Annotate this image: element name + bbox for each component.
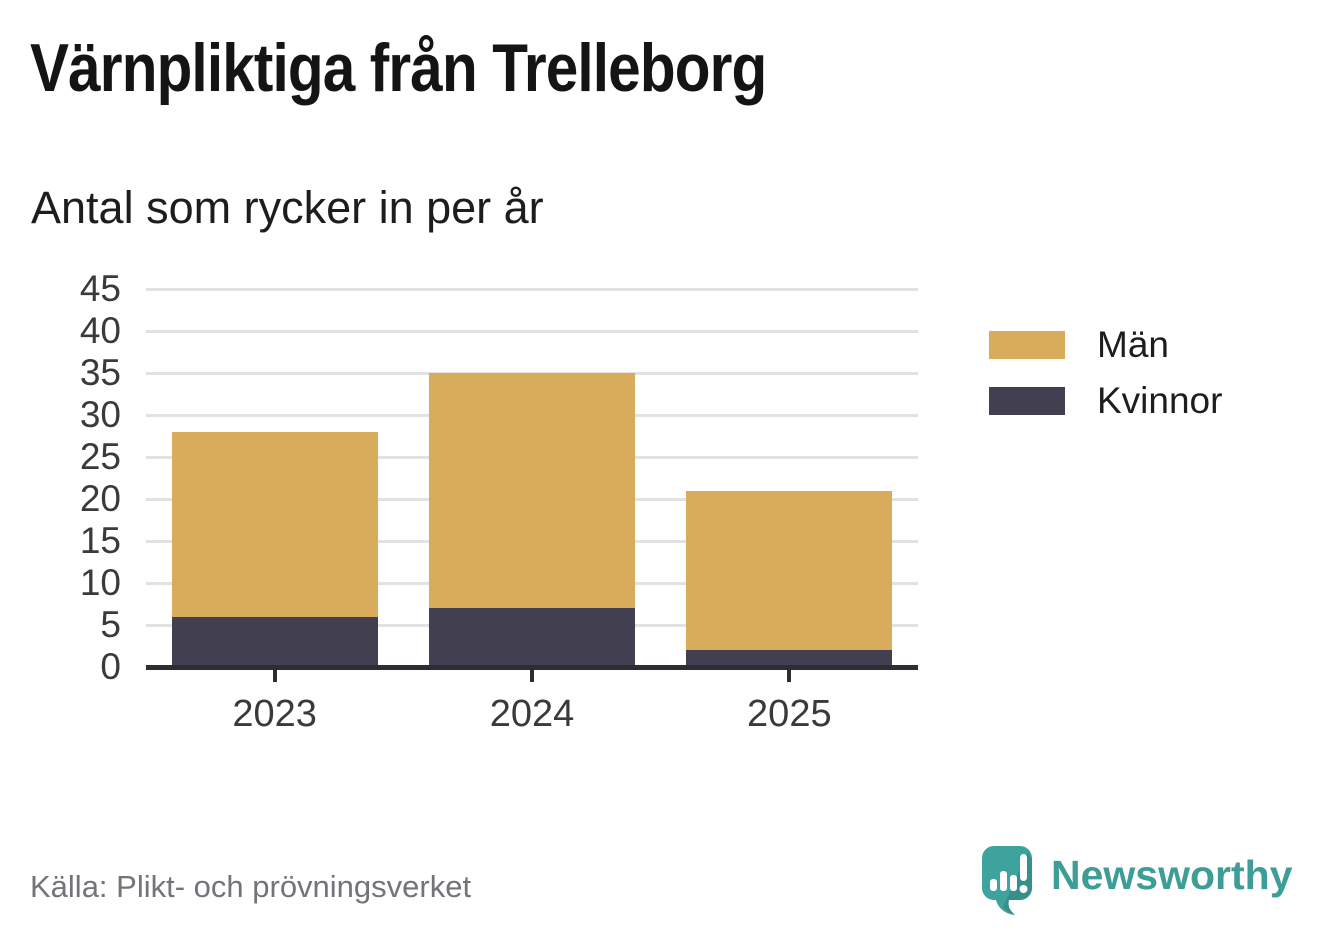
- y-axis-tick-label: 40: [79, 310, 121, 351]
- page-title: Värnpliktiga från Trelleborg: [30, 30, 767, 106]
- chart-subtitle: Antal som rycker in per år: [31, 182, 544, 233]
- x-axis-line: [146, 664, 918, 670]
- brand-name: Newsworthy: [1051, 852, 1293, 898]
- y-axis-tick-label: 25: [79, 436, 121, 477]
- legend-label-women: Kvinnor: [1097, 380, 1223, 421]
- y-axis-tick-label: 20: [79, 478, 121, 519]
- x-axis-tick-label: 2023: [232, 693, 317, 735]
- bar-segment-2025-kvinnor: [686, 650, 893, 667]
- gridline: [146, 287, 918, 291]
- legend-item-men: Män: [989, 324, 1222, 365]
- y-axis-tick-label: 45: [79, 268, 121, 309]
- brand-logo: Newsworthy: [982, 846, 1293, 918]
- bar-segment-2023-män: [171, 431, 378, 617]
- y-axis-tick-label: 0: [100, 646, 121, 687]
- x-axis-tick-mark: [272, 669, 277, 682]
- bar-segment-2023-kvinnor: [171, 616, 378, 667]
- x-axis-tick-label: 2025: [747, 693, 832, 735]
- x-axis-tick-mark: [530, 669, 534, 682]
- x-axis-tick-label: 2024: [489, 693, 575, 735]
- newsworthy-speech-bubble-chart-icon: [982, 846, 1032, 915]
- source-note: Källa: Plikt- och prövningsverket: [30, 869, 472, 904]
- y-axis-tick-label: 35: [79, 352, 121, 393]
- legend-swatch-women: [989, 387, 1065, 415]
- legend-label-men: Män: [1097, 324, 1169, 365]
- y-axis-tick-label: 10: [79, 562, 121, 603]
- y-axis-tick-label: 30: [79, 394, 121, 435]
- y-axis-tick-label: 15: [79, 520, 121, 561]
- bar-segment-2024-män: [429, 373, 635, 609]
- y-axis-tick-label: 5: [100, 604, 121, 645]
- bar-segment-2025-män: [686, 490, 893, 651]
- gridline: [146, 329, 918, 333]
- legend: Män Kvinnor: [989, 324, 1223, 421]
- x-axis-tick-mark: [787, 669, 792, 682]
- legend-swatch-men: [989, 331, 1065, 359]
- bar-segment-2024-kvinnor: [429, 608, 635, 667]
- legend-item-women: Kvinnor: [989, 380, 1223, 421]
